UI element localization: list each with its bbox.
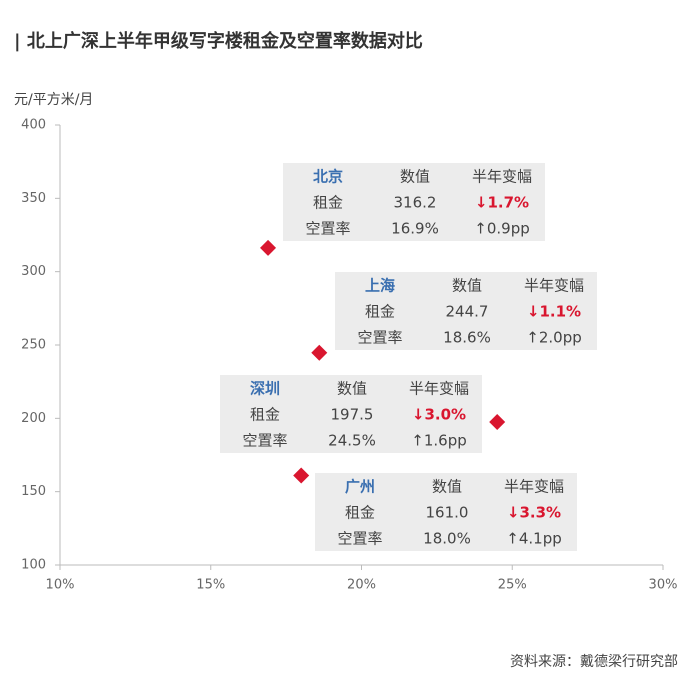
table-header: 广州 xyxy=(345,478,375,496)
x-tick-label: 30% xyxy=(649,578,678,593)
y-tick-label: 200 xyxy=(21,411,46,426)
table-cell: 244.7 xyxy=(446,303,489,321)
table-cell: 租金 xyxy=(250,406,280,424)
annotation-box xyxy=(283,163,545,241)
point xyxy=(260,239,277,256)
table-header: 半年变幅 xyxy=(472,168,532,186)
table-header: 数值 xyxy=(432,478,462,496)
chart-title: | 北上广深上半年甲级写字楼租金及空置率数据对比 xyxy=(14,30,423,52)
table-cell: 316.2 xyxy=(394,194,437,212)
table-cell: ↓1.1% xyxy=(527,303,581,321)
table-header: 北京 xyxy=(313,168,343,186)
point xyxy=(293,467,310,484)
table-cell: 空置率 xyxy=(357,329,402,347)
table-cell: 空置率 xyxy=(305,220,350,238)
point xyxy=(311,344,328,361)
table-cell: 租金 xyxy=(313,194,343,212)
table-cell: ↑0.9pp xyxy=(474,220,529,238)
y-axis-label: 元/平方米/月 xyxy=(14,92,93,108)
table-cell: ↓3.3% xyxy=(507,504,561,522)
table-cell: ↑4.1pp xyxy=(506,530,561,548)
table-cell: 24.5% xyxy=(328,432,376,450)
table-cell: ↓3.0% xyxy=(412,406,466,424)
table-header: 半年变幅 xyxy=(409,380,469,398)
table-cell: 空置率 xyxy=(337,530,382,548)
table-cell: ↑1.6pp xyxy=(411,432,466,450)
table-header: 上海 xyxy=(365,277,395,295)
annotation-box xyxy=(335,272,597,350)
y-tick-label: 300 xyxy=(21,264,46,279)
table-cell: 租金 xyxy=(345,504,375,522)
table-header: 数值 xyxy=(400,168,430,186)
source: 资料来源：戴德梁行研究部 xyxy=(510,654,678,670)
table-cell: 租金 xyxy=(365,303,395,321)
y-tick-label: 150 xyxy=(21,484,46,499)
table-cell: 197.5 xyxy=(331,406,374,424)
x-tick-label: 10% xyxy=(46,578,75,593)
annotation-box xyxy=(220,375,482,453)
y-tick-label: 350 xyxy=(21,191,46,206)
table-cell: ↓1.7% xyxy=(475,194,529,212)
table-header: 半年变幅 xyxy=(504,478,564,496)
y-tick-label: 100 xyxy=(21,558,46,573)
table-header: 半年变幅 xyxy=(524,277,584,295)
table-header: 深圳 xyxy=(250,380,280,398)
x-tick-label: 15% xyxy=(196,578,225,593)
table-header: 数值 xyxy=(452,277,482,295)
x-tick-label: 25% xyxy=(498,578,527,593)
point xyxy=(489,414,506,430)
annotation-box xyxy=(315,473,577,551)
x-tick-label: 20% xyxy=(347,578,376,593)
table-cell: 161.0 xyxy=(426,504,469,522)
table-cell: 18.0% xyxy=(423,530,471,548)
table-header: 数值 xyxy=(337,380,367,398)
table-cell: 18.6% xyxy=(443,329,491,347)
y-tick-label: 250 xyxy=(21,338,46,353)
table-cell: 16.9% xyxy=(391,220,439,238)
table-cell: 空置率 xyxy=(242,432,287,450)
y-tick-label: 400 xyxy=(21,118,46,133)
table-cell: ↑2.0pp xyxy=(526,329,581,347)
